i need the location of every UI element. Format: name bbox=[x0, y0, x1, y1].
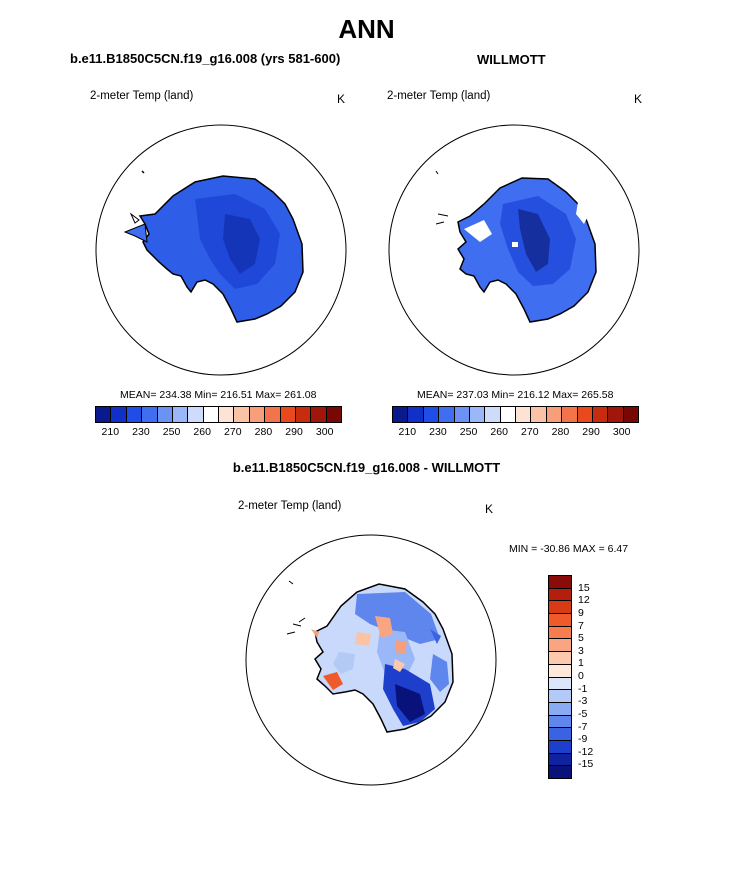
colorbar-tick-label: -9 bbox=[578, 733, 588, 746]
colorbar-swatch bbox=[96, 407, 112, 422]
colorbar-swatch bbox=[188, 407, 204, 422]
panel1-unit: K bbox=[337, 92, 346, 106]
colorbar-swatch bbox=[172, 407, 189, 422]
colorbar-swatch bbox=[562, 407, 578, 422]
colorbar-tick-label: -3 bbox=[578, 695, 588, 708]
colorbar-tick-label: 270 bbox=[521, 426, 539, 438]
colorbar-swatch bbox=[295, 407, 312, 422]
colorbar-tick-label: 250 bbox=[459, 426, 478, 438]
panel1-colorbar bbox=[95, 406, 342, 423]
colorbar-swatch bbox=[393, 407, 409, 422]
colorbar-tick-label: 290 bbox=[285, 426, 303, 438]
colorbar-swatch bbox=[142, 407, 158, 422]
colorbar-tick-label: -15 bbox=[578, 758, 594, 771]
panel3-title: b.e11.B1850C5CN.f19_g16.008 - WILLMOTT bbox=[232, 460, 501, 475]
colorbar-tick-label: 210 bbox=[101, 426, 120, 438]
colorbar-swatch bbox=[126, 407, 143, 422]
colorbar-tick-label: 280 bbox=[551, 426, 570, 438]
panel2-title: WILLMOTT bbox=[477, 52, 546, 67]
colorbar-tick-label: 230 bbox=[132, 426, 150, 438]
colorbar-tick-label: 270 bbox=[224, 426, 242, 438]
colorbar-swatch bbox=[454, 407, 470, 422]
main-title: ANN bbox=[338, 14, 395, 44]
panel2-map bbox=[388, 124, 640, 376]
colorbar-swatch bbox=[549, 601, 571, 615]
colorbar-tick-label: -1 bbox=[578, 682, 588, 695]
colorbar-tick-label: 300 bbox=[315, 426, 334, 438]
colorbar-swatch bbox=[408, 407, 424, 422]
panel2-colorbar bbox=[392, 406, 639, 423]
colorbar-swatch bbox=[311, 407, 327, 422]
colorbar-tick-label: -7 bbox=[578, 720, 588, 733]
colorbar-swatch bbox=[546, 407, 563, 422]
colorbar-swatch bbox=[111, 407, 127, 422]
colorbar-tick-label: -12 bbox=[578, 745, 594, 758]
colorbar-swatch bbox=[516, 407, 532, 422]
colorbar-swatch bbox=[549, 690, 571, 703]
colorbar-swatch bbox=[326, 407, 341, 422]
panel3-stats: MIN = -30.86 MAX = 6.47 bbox=[509, 543, 629, 555]
colorbar-swatch bbox=[608, 407, 624, 422]
colorbar-swatch bbox=[549, 664, 571, 678]
colorbar-swatch bbox=[577, 407, 593, 422]
colorbar-tick-label: 280 bbox=[254, 426, 273, 438]
colorbar-swatch bbox=[549, 639, 571, 653]
colorbar-swatch bbox=[423, 407, 440, 422]
colorbar-swatch bbox=[549, 702, 571, 716]
panel1-map bbox=[95, 124, 347, 376]
colorbar-swatch bbox=[549, 728, 571, 741]
panel3-colorbar bbox=[548, 575, 572, 779]
colorbar-swatch bbox=[549, 626, 571, 640]
colorbar-tick-label: 300 bbox=[612, 426, 631, 438]
colorbar-tick-label: 230 bbox=[429, 426, 447, 438]
colorbar-swatch bbox=[549, 677, 571, 691]
colorbar-tick-label: 5 bbox=[578, 632, 584, 645]
panel1-variable: 2-meter Temp (land) bbox=[90, 90, 194, 102]
colorbar-tick-label: 250 bbox=[162, 426, 181, 438]
colorbar-swatch bbox=[469, 407, 486, 422]
colorbar-swatch bbox=[549, 715, 571, 729]
colorbar-swatch bbox=[531, 407, 547, 422]
colorbar-tick-label: 15 bbox=[578, 581, 590, 594]
colorbar-swatch bbox=[485, 407, 501, 422]
colorbar-tick-label: 7 bbox=[578, 619, 584, 632]
panel1-stats: MEAN= 234.38 Min= 216.51 Max= 261.08 bbox=[120, 389, 317, 401]
colorbar-swatch bbox=[265, 407, 281, 422]
colorbar-tick-label: 290 bbox=[582, 426, 600, 438]
colorbar-swatch bbox=[280, 407, 296, 422]
colorbar-swatch bbox=[203, 407, 219, 422]
colorbar-tick-label: 210 bbox=[398, 426, 417, 438]
colorbar-swatch bbox=[623, 407, 638, 422]
colorbar-tick-label: 3 bbox=[578, 644, 584, 657]
panel2-unit: K bbox=[634, 92, 643, 106]
colorbar-swatch bbox=[549, 766, 571, 778]
colorbar-tick-label: 12 bbox=[578, 594, 590, 607]
colorbar-tick-label: 260 bbox=[490, 426, 508, 438]
colorbar-swatch bbox=[234, 407, 250, 422]
colorbar-swatch bbox=[549, 576, 571, 589]
panel2-variable: 2-meter Temp (land) bbox=[387, 90, 491, 102]
colorbar-swatch bbox=[500, 407, 516, 422]
panel3-unit: K bbox=[485, 502, 494, 516]
colorbar-tick-label: 260 bbox=[193, 426, 211, 438]
colorbar-swatch bbox=[549, 652, 571, 665]
colorbar-swatch bbox=[549, 588, 571, 602]
colorbar-tick-label: 0 bbox=[578, 670, 584, 682]
colorbar-swatch bbox=[549, 614, 571, 627]
colorbar-swatch bbox=[249, 407, 266, 422]
panel3-map bbox=[245, 534, 497, 786]
colorbar-swatch bbox=[549, 740, 571, 754]
colorbar-swatch bbox=[549, 753, 571, 767]
colorbar-tick-label: 1 bbox=[578, 657, 584, 670]
panel3-variable: 2-meter Temp (land) bbox=[238, 500, 342, 512]
panel1-title: b.e11.B1850C5CN.f19_g16.008 (yrs 581-600… bbox=[70, 51, 341, 66]
colorbar-swatch bbox=[439, 407, 455, 422]
colorbar-tick-label: 9 bbox=[578, 606, 584, 619]
panel2-stats: MEAN= 237.03 Min= 216.12 Max= 265.58 bbox=[417, 389, 614, 401]
colorbar-swatch bbox=[592, 407, 609, 422]
colorbar-swatch bbox=[157, 407, 173, 422]
colorbar-swatch bbox=[219, 407, 235, 422]
colorbar-tick-label: -5 bbox=[578, 707, 588, 720]
